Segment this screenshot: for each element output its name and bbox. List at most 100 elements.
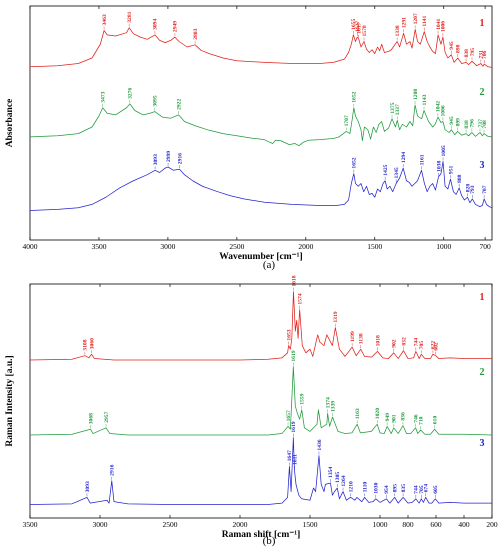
peak-label: 1559 (300, 393, 306, 404)
peak-label: 706 (482, 50, 488, 59)
peak-label: 898 (456, 44, 462, 53)
peak-label: 674 (423, 484, 429, 493)
peak-label: 3281 (127, 11, 133, 22)
peak-label: 1655 (351, 19, 357, 30)
peak-label: 793 (470, 185, 476, 194)
peak-label: 954 (384, 485, 390, 494)
series-label: 2 (480, 367, 485, 378)
peak-label: 796 (470, 119, 476, 128)
peak-label: 895 (393, 484, 399, 493)
peak-label: 2803 (193, 28, 199, 39)
series-line (29, 27, 493, 68)
peak-label: 1627 (355, 21, 361, 32)
x-tick-label: 1500 (367, 242, 382, 251)
peak-label: 1006 (441, 105, 447, 116)
peak-label: 1436 (317, 439, 323, 450)
peak-label: 1020 (375, 408, 381, 419)
peak-label: 899 (455, 118, 461, 127)
peak-label: 945 (449, 116, 455, 125)
peak-label: 1210 (348, 481, 354, 492)
series-line (29, 291, 492, 361)
peak-label: 951 (448, 166, 454, 175)
peak-label: 1707 (344, 115, 350, 126)
peak-label: 3463 (102, 14, 108, 25)
peak-label: 2999 (166, 151, 172, 162)
peak-label: 1339 (330, 401, 336, 412)
peak-label: 838 (464, 49, 470, 58)
peak-label: 2916 (177, 153, 183, 164)
x-tick-label: 2500 (163, 520, 178, 529)
peak-label: 605 (433, 485, 439, 494)
ftir-chart-panel: 4000 3500 3000 2500 2000 1500 1000 700 Wavenumbe… (5, 5, 493, 271)
series-line (29, 437, 492, 505)
peak-label: 1018 (375, 335, 381, 346)
peak-label: 1617 (356, 22, 362, 33)
x-tick-label: 2000 (298, 242, 313, 251)
peak-label: 1647 (287, 450, 293, 461)
peak-label: 708 (482, 120, 488, 129)
peak-label: 746 (413, 414, 419, 423)
peak-label: 1163 (355, 408, 361, 419)
peak-label: 1611 (292, 454, 298, 465)
peak-label: 832 (401, 337, 407, 346)
panel-label: (a) (263, 259, 276, 271)
peak-label: 1345 (394, 167, 400, 178)
peak-label: 1038 (436, 161, 442, 172)
peak-label: 3093 (153, 154, 159, 165)
series-label: 1 (480, 18, 485, 29)
peak-label: 1199 (350, 331, 356, 342)
x-tick-label: 3000 (160, 242, 175, 251)
peak-label: 710 (418, 416, 424, 425)
peak-label: 707 (482, 185, 488, 194)
series-label: 2 (480, 87, 485, 98)
x-tick-label: 700 (479, 242, 491, 251)
peak-label: 1030 (374, 482, 380, 493)
peak-label: 1208 (413, 89, 419, 100)
peak-label: 3093 (85, 481, 91, 492)
x-tick-label: 1500 (303, 520, 318, 529)
peak-label: 1354 (328, 467, 334, 478)
peak-label: 1141 (422, 16, 428, 27)
series-3: 3 3093 2916 1647 1619 1611 1436 1354 1305 1264121… (29, 421, 492, 505)
x-tick-label: 3500 (91, 242, 106, 251)
peak-label: 3473 (100, 91, 106, 102)
x-tick-label: 3500 (23, 520, 38, 529)
plot-frame (29, 5, 493, 241)
peak-label: 828 (465, 184, 471, 193)
peak-label: 2957 (104, 411, 110, 422)
peak-label: 1425 (383, 164, 389, 175)
peak-label: 2922 (176, 99, 182, 110)
peak-label: 1319 (333, 311, 339, 322)
peak-label: 1005 (441, 145, 447, 156)
peak-label: 744 (414, 485, 420, 494)
x-tick-label: 1000 (436, 242, 451, 251)
peak-label: 3108 (83, 339, 89, 350)
peak-label: 3068 (88, 413, 94, 424)
raman-chart-panel: 3500 3000 2500 2000 1500 1000 800 600 400 200 Rama… (5, 275, 498, 547)
peak-label: 3276 (128, 88, 134, 99)
x-axis-title: Wavenumber [cm⁻¹] (219, 252, 302, 262)
x-tick-label: 1000 (373, 520, 388, 529)
peak-label: 1578 (362, 25, 368, 36)
x-tick-label: 4000 (23, 242, 38, 251)
peak-label: 1110 (362, 482, 368, 493)
peak-label: 1619 (291, 421, 297, 432)
peak-label: 888 (457, 174, 463, 183)
peak-label: 1657 (286, 410, 292, 421)
peak-label: 1652 (352, 157, 358, 168)
peak-label: 1291 (401, 17, 407, 28)
panel-label: (b) (263, 535, 276, 547)
plot-frame (29, 283, 493, 519)
peak-label: 1652 (352, 91, 358, 102)
series-2: 2 3473 3276 3095 2922 1707 1652 1375 1337 1208114… (29, 87, 493, 147)
peak-label: 1042 (436, 101, 442, 112)
peak-label: 1143 (422, 94, 428, 105)
peak-label: 705 (419, 341, 425, 350)
peak-label: 2916 (110, 464, 116, 475)
peak-label: 3060 (89, 338, 95, 349)
x-tick-label: 200 (486, 520, 498, 529)
x-tick-label: 2500 (229, 242, 244, 251)
